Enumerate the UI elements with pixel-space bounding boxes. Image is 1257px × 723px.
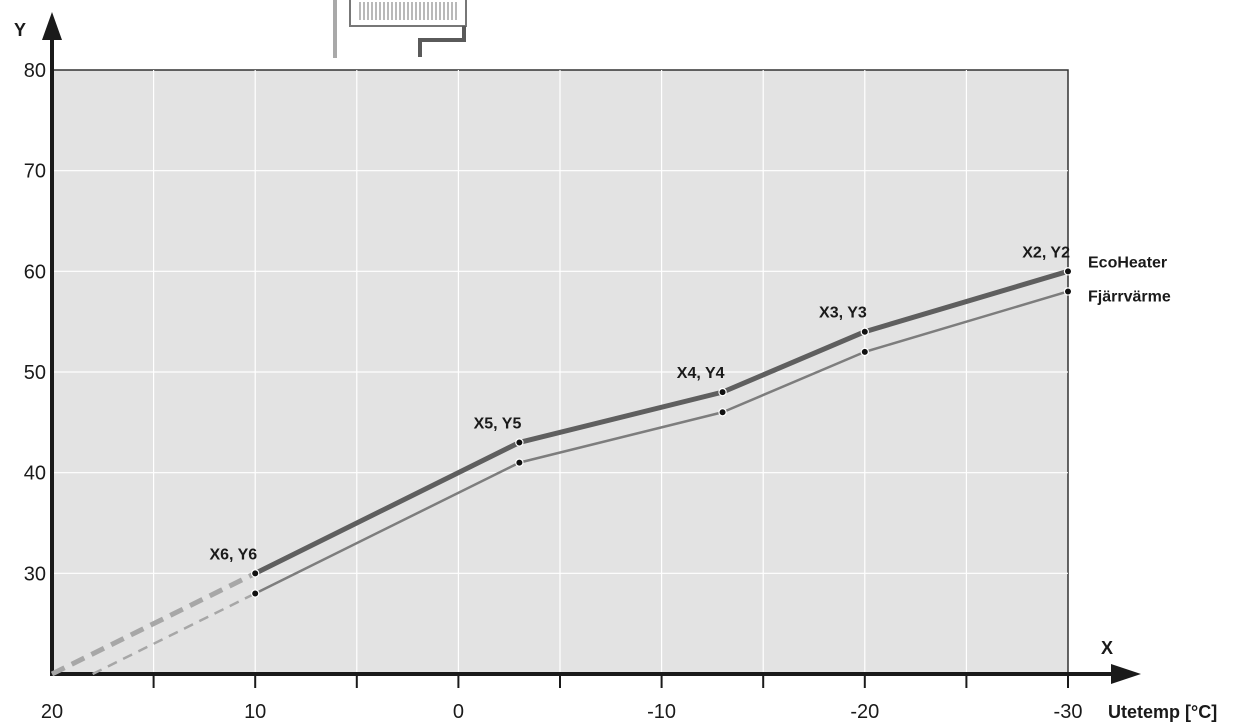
data-point [1063, 267, 1073, 276]
y-axis-arrow [42, 12, 62, 676]
point-label: X4, Y4 [677, 365, 725, 382]
x-tick-label: -20 [850, 701, 879, 723]
y-axis-letter: Y [14, 20, 26, 40]
data-point [515, 458, 524, 467]
data-point [1063, 287, 1073, 296]
grid [52, 70, 1068, 674]
series-label: EcoHeater [1088, 254, 1167, 271]
y-tick-label: 60 [24, 261, 46, 283]
series-dashed-extension [50, 571, 257, 677]
x-tick-label: -10 [647, 701, 676, 723]
series-label: Fjärrvärme [1088, 288, 1171, 305]
x-tick-label: 0 [453, 701, 464, 723]
data-point [250, 589, 260, 598]
x-tick-label: 10 [244, 701, 266, 723]
point-label: X6, Y6 [209, 546, 257, 563]
x-axis-arrow [50, 664, 1141, 684]
point-label: X3, Y3 [819, 305, 867, 322]
series-dashed-extension [92, 592, 256, 676]
x-tick-label: -30 [1054, 701, 1083, 723]
y-tick-label: 50 [24, 362, 46, 384]
point-label: X5, Y5 [474, 415, 522, 432]
series-layer [50, 267, 1073, 677]
labels-layer: EcoHeater Fjärrvärme X6, Y6 X5, Y5 X4, Y4 X3,… [209, 244, 1170, 563]
data-point [860, 347, 870, 357]
x-tick-label: 20 [41, 701, 63, 723]
y-tick-label: 30 [24, 563, 46, 585]
data-point [718, 387, 727, 397]
y-tick-label: 70 [24, 161, 46, 183]
data-point [718, 408, 727, 417]
axes [42, 12, 1141, 684]
y-tick-label: 40 [24, 463, 46, 485]
point-label: X2, Y2 [1022, 244, 1070, 261]
data-point [515, 438, 524, 447]
x-axis-title: Utetemp [°C] [1108, 702, 1217, 722]
data-point [250, 569, 260, 578]
data-point [860, 327, 870, 336]
ticks: 20 10 0 -10 -20 -30 30 40 50 60 70 80 [24, 60, 1083, 723]
x-axis-letter: X [1101, 638, 1113, 658]
radiator-icon [333, 0, 467, 58]
y-tick-label: 80 [24, 60, 46, 82]
